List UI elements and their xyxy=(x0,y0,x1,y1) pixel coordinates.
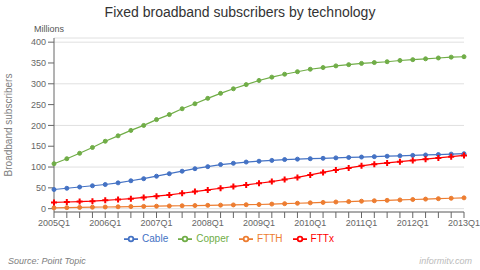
html-text:FTTx: FTTx xyxy=(310,232,334,244)
svg-text:250: 250 xyxy=(31,100,46,110)
svg-text:2012Q1: 2012Q1 xyxy=(397,218,429,228)
svg-text:300: 300 xyxy=(31,79,46,89)
html-text:FTTH: FTTH xyxy=(257,232,283,244)
html-text:Copper: Copper xyxy=(196,232,229,244)
svg-text:Broadband subscribers: Broadband subscribers xyxy=(8,74,14,177)
svg-text:150: 150 xyxy=(31,141,46,151)
html-text:informitv.com: informitv.com xyxy=(419,256,472,266)
svg-text:2011Q1: 2011Q1 xyxy=(346,218,377,228)
svg-text:400: 400 xyxy=(31,37,46,47)
svg-text:100: 100 xyxy=(31,162,46,172)
svg-text:50: 50 xyxy=(36,183,46,193)
svg-text:2008Q1: 2008Q1 xyxy=(192,218,224,228)
svg-text:2013Q1: 2013Q1 xyxy=(448,218,472,228)
svg-text:2006Q1: 2006Q1 xyxy=(89,218,121,228)
svg-text:2009Q1: 2009Q1 xyxy=(243,218,275,228)
svg-text:2007Q1: 2007Q1 xyxy=(140,218,172,228)
html-text:Cable: Cable xyxy=(142,232,169,244)
html-text:Millions: Millions xyxy=(34,24,64,34)
svg-text:2010Q1: 2010Q1 xyxy=(294,218,326,228)
svg-text:200: 200 xyxy=(31,121,46,131)
svg-text:350: 350 xyxy=(31,58,46,68)
svg-text:0: 0 xyxy=(41,204,46,214)
svg-text:2005Q1: 2005Q1 xyxy=(38,218,70,228)
html-text:Fixed broadband subscribers by: Fixed broadband subscribers by technolog… xyxy=(104,4,376,20)
html-text:Source: Point Topic: Source: Point Topic xyxy=(8,256,86,266)
